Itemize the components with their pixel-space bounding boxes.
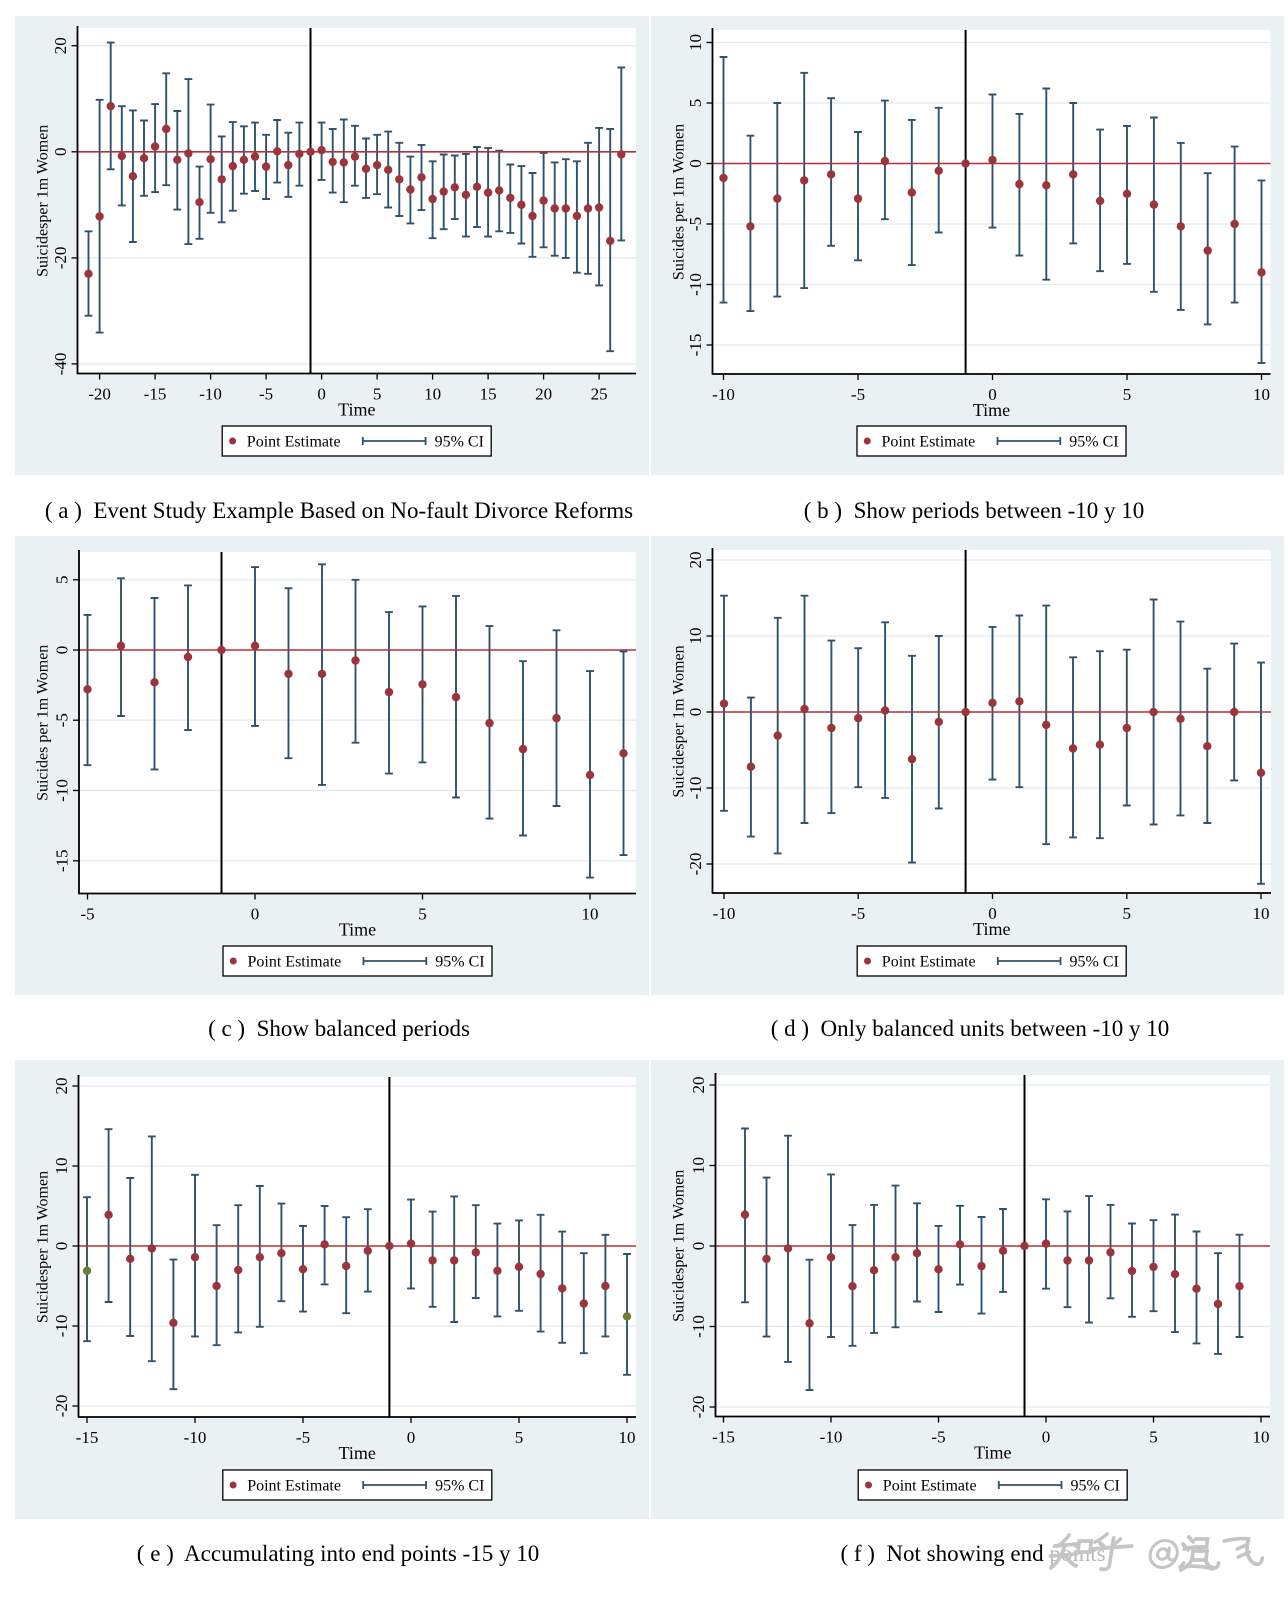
svg-text:-5: -5 xyxy=(80,905,94,924)
svg-text:0: 0 xyxy=(686,159,705,168)
svg-text:( a ) Event Study Example Bas: ( a ) Event Study Example Based on No-fa… xyxy=(45,498,633,523)
svg-text:5: 5 xyxy=(515,1428,524,1447)
svg-text:95% CI: 95% CI xyxy=(1071,1478,1120,1495)
svg-text:10: 10 xyxy=(1253,1428,1270,1447)
svg-text:-20: -20 xyxy=(52,1395,71,1418)
svg-text:( e ) Accumulating into end p: ( e ) Accumulating into end points -15 y… xyxy=(137,1541,539,1566)
svg-text:Suicidesper 1m Women: Suicidesper 1m Women xyxy=(671,1170,688,1322)
svg-text:95% CI: 95% CI xyxy=(435,954,484,971)
svg-text:0: 0 xyxy=(251,905,260,924)
svg-text:-10: -10 xyxy=(199,385,222,404)
svg-text:20: 20 xyxy=(52,1078,71,1095)
svg-text:-10: -10 xyxy=(713,904,736,923)
svg-text:-20: -20 xyxy=(689,1396,708,1419)
svg-text:Point Estimate: Point Estimate xyxy=(882,954,976,971)
svg-text:0: 0 xyxy=(51,148,70,157)
svg-text:95% CI: 95% CI xyxy=(1070,954,1119,971)
svg-text:10: 10 xyxy=(424,385,441,404)
svg-text:95% CI: 95% CI xyxy=(435,434,484,451)
svg-text:0: 0 xyxy=(53,646,72,655)
svg-text:5: 5 xyxy=(53,576,72,585)
svg-text:20: 20 xyxy=(686,552,705,569)
svg-text:5: 5 xyxy=(1123,904,1132,923)
svg-text:0: 0 xyxy=(52,1242,71,1251)
svg-text:0: 0 xyxy=(407,1428,416,1447)
svg-text:-10: -10 xyxy=(53,779,72,802)
svg-text:Point Estimate: Point Estimate xyxy=(882,434,976,451)
svg-text:5: 5 xyxy=(1149,1428,1158,1447)
svg-text:25: 25 xyxy=(591,385,608,404)
svg-text:Time: Time xyxy=(973,919,1010,939)
svg-text:-5: -5 xyxy=(851,385,865,404)
svg-text:Suicides per 1m Women: Suicides per 1m Women xyxy=(35,645,52,801)
svg-text:20: 20 xyxy=(535,385,552,404)
svg-text:20: 20 xyxy=(689,1077,708,1094)
svg-text:-15: -15 xyxy=(686,334,705,357)
svg-text:5: 5 xyxy=(686,99,705,108)
svg-text:Time: Time xyxy=(339,920,376,940)
svg-text:10: 10 xyxy=(1253,904,1270,923)
svg-text:10: 10 xyxy=(686,34,705,51)
svg-text:-10: -10 xyxy=(712,385,735,404)
svg-text:0: 0 xyxy=(988,904,997,923)
svg-text:-10: -10 xyxy=(686,777,705,800)
svg-text:-15: -15 xyxy=(76,1428,99,1447)
svg-text:0: 0 xyxy=(689,1242,708,1251)
svg-text:-10: -10 xyxy=(52,1315,71,1338)
svg-text:-5: -5 xyxy=(686,217,705,231)
svg-text:0: 0 xyxy=(686,708,705,717)
svg-text:10: 10 xyxy=(689,1157,708,1174)
svg-text:( d ) Only balanced units bet: ( d ) Only balanced units between -10 y … xyxy=(771,1016,1170,1041)
svg-text:-5: -5 xyxy=(259,385,273,404)
svg-text:-5: -5 xyxy=(931,1428,945,1447)
svg-text:-10: -10 xyxy=(184,1428,207,1447)
svg-text:5: 5 xyxy=(373,385,382,404)
svg-text:95% CI: 95% CI xyxy=(1069,434,1118,451)
svg-text:-10: -10 xyxy=(686,273,705,296)
svg-text:20: 20 xyxy=(51,37,70,54)
svg-text:0: 0 xyxy=(317,385,326,404)
svg-text:Time: Time xyxy=(973,400,1010,420)
svg-text:Suicidesper 1m Women: Suicidesper 1m Women xyxy=(35,125,52,277)
svg-text:-5: -5 xyxy=(296,1428,310,1447)
svg-text:Time: Time xyxy=(974,1443,1011,1463)
svg-text:-20: -20 xyxy=(51,247,70,270)
svg-text:95% CI: 95% CI xyxy=(435,1478,484,1495)
svg-text:( c ) Show balanced periods: ( c ) Show balanced periods xyxy=(208,1016,470,1041)
svg-text:Point Estimate: Point Estimate xyxy=(248,954,342,971)
svg-text:5: 5 xyxy=(418,905,427,924)
svg-text:10: 10 xyxy=(1253,385,1270,404)
svg-text:-5: -5 xyxy=(851,904,865,923)
svg-text:-15: -15 xyxy=(53,849,72,872)
svg-text:10: 10 xyxy=(582,905,599,924)
svg-text:Point Estimate: Point Estimate xyxy=(883,1478,977,1495)
svg-text:-40: -40 xyxy=(51,353,70,376)
svg-text:10: 10 xyxy=(52,1158,71,1175)
svg-text:-15: -15 xyxy=(144,385,167,404)
svg-text:Suicidesper 1m Women: Suicidesper 1m Women xyxy=(671,645,688,797)
svg-text:-10: -10 xyxy=(820,1428,843,1447)
svg-text:15: 15 xyxy=(480,385,497,404)
svg-text:0: 0 xyxy=(1042,1428,1051,1447)
svg-text:-15: -15 xyxy=(712,1428,735,1447)
svg-text:-20: -20 xyxy=(686,853,705,876)
svg-text:-10: -10 xyxy=(689,1315,708,1338)
svg-text:10: 10 xyxy=(619,1428,636,1447)
svg-text:-20: -20 xyxy=(88,385,111,404)
svg-text:Time: Time xyxy=(338,400,375,420)
svg-text:Suicides per 1m Women: Suicides per 1m Women xyxy=(671,124,688,280)
svg-text:0: 0 xyxy=(988,385,997,404)
svg-text:( b ) Show periods between -1: ( b ) Show periods between -10 y 10 xyxy=(804,498,1144,523)
svg-text:Suicidesper 1m Women: Suicidesper 1m Women xyxy=(35,1171,52,1323)
svg-text:Time: Time xyxy=(339,1443,376,1463)
svg-text:Point Estimate: Point Estimate xyxy=(247,1478,341,1495)
svg-text:10: 10 xyxy=(686,628,705,645)
svg-text:-5: -5 xyxy=(53,713,72,727)
svg-text:Point Estimate: Point Estimate xyxy=(247,434,341,451)
svg-text:5: 5 xyxy=(1123,385,1132,404)
